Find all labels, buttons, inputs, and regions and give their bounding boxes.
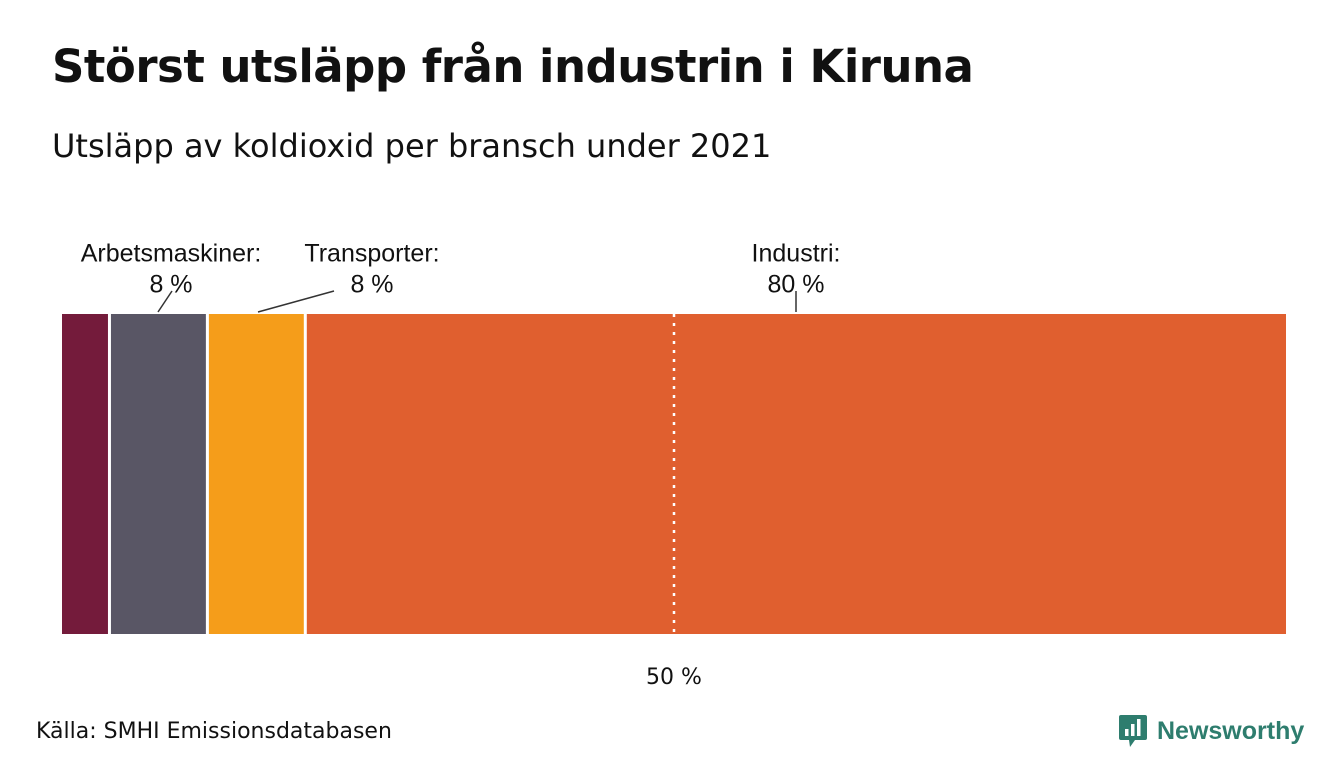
bar-segments <box>62 314 1286 634</box>
stacked-bar-chart: Arbetsmaskiner: 8 % Transporter: 8 % Industr… <box>62 240 1286 690</box>
source-note: Källa: SMHI Emissionsdatabasen <box>36 719 392 744</box>
leader-line-transporter <box>257 290 335 313</box>
leader-line-arbetsmaskiner <box>157 290 173 313</box>
reference-line-group: 50 % <box>646 314 702 690</box>
segment-value-label-transporter: 8 % <box>350 271 393 299</box>
segment-label-arbetsmaskiner: Arbetsmaskiner: <box>81 240 262 268</box>
segment-value-label-arbetsmaskiner: 8 % <box>149 271 192 299</box>
brand-logo: Newsworthy <box>1118 714 1304 748</box>
brand-name: Newsworthy <box>1157 716 1305 745</box>
bar-segment-transporter <box>208 314 304 634</box>
bar-segment-segment-1 <box>62 314 108 634</box>
chart-subtitle: Utsläpp av koldioxid per bransch under 2… <box>52 127 772 165</box>
segment-label-industri: Industri: <box>752 240 841 268</box>
segment-labels: Arbetsmaskiner: 8 % Transporter: 8 % Industr… <box>81 240 841 313</box>
newsworthy-logo-icon <box>1119 715 1147 747</box>
bar-segment-industri <box>306 314 1286 634</box>
segment-label-transporter: Transporter: <box>304 240 439 268</box>
bar-segment-arbetsmaskiner <box>110 314 206 634</box>
chart-title: Störst utsläpp från industrin i Kiruna <box>52 40 974 93</box>
reference-line-label: 50 % <box>646 665 702 690</box>
